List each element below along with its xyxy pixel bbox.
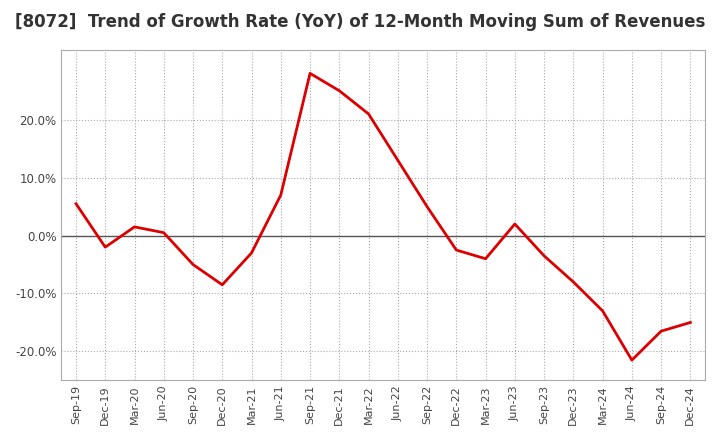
Text: [8072]  Trend of Growth Rate (YoY) of 12-Month Moving Sum of Revenues: [8072] Trend of Growth Rate (YoY) of 12-… — [15, 13, 705, 31]
